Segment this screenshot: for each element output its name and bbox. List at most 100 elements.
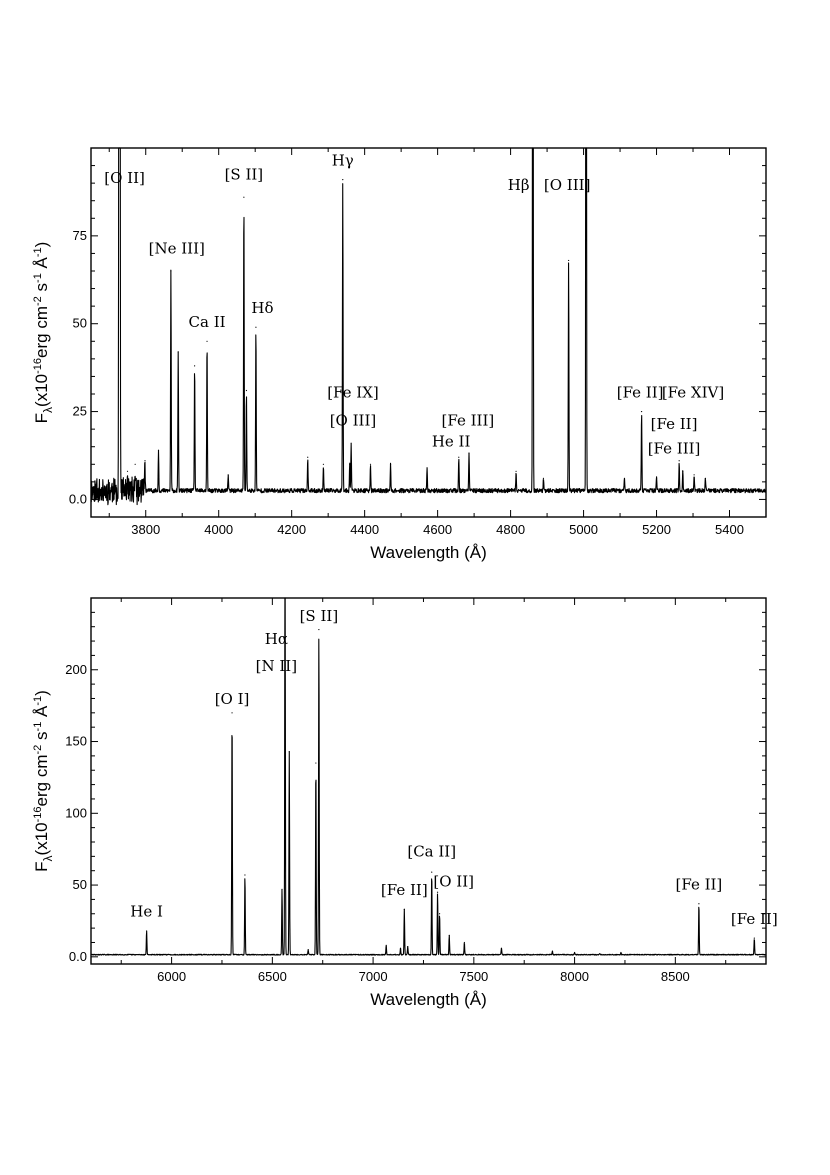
emission-line-peak [255,326,257,328]
line-annotation: [Fe II] [676,875,723,893]
emission-line-peak [599,953,601,955]
line-annotation: [N II] [256,657,297,675]
line-annotation: [O III] [330,412,377,430]
x-tick-label: 8500 [661,969,690,984]
emission-line-peak [385,944,387,946]
y-axis-title: Fλ(x10-16erg cm-2 s-1 Å-1) [32,690,55,872]
emission-line-peak [458,456,460,458]
x-tick-label: 6500 [258,969,287,984]
plot-frame [90,147,767,518]
y-tick-label: 50 [73,316,87,331]
emission-line-peak [403,908,405,911]
emission-line-peak [407,946,409,948]
emission-line-peak [693,474,695,476]
emission-line-peak [177,351,179,353]
emission-line-peak [426,467,428,469]
x-tick-label: 4600 [423,522,452,537]
line-annotation: [S II] [300,607,339,625]
x-tick-label: 5200 [642,522,671,537]
emission-line-peak [698,903,700,905]
line-annotation: [Fe III] [442,412,495,430]
emission-line-peak [640,410,643,413]
emission-line-peak [307,949,309,951]
line-annotation: He II [432,433,471,451]
y-tick-label: 50 [73,877,87,892]
emission-line-peak [448,934,450,936]
line-annotation: [S II] [225,166,264,184]
line-annotation: Hγ [332,152,354,170]
x-axis-title: Wavelength (Å) [370,543,487,562]
emission-line-peak [542,477,545,479]
emission-line-peak [318,628,320,631]
emission-line-peak [468,453,470,455]
line-annotation: Hα [265,630,288,648]
emission-line-peak [231,712,233,714]
line-annotation: [Fe III] [648,440,701,458]
emission-line-peak [753,937,755,939]
spectrum-line [91,148,766,506]
emission-line-peak [342,179,344,181]
spectrum-line [91,598,766,956]
emission-line-peak [720,488,722,490]
emission-line-peak [515,470,517,472]
x-tick-label: 5000 [569,522,598,537]
emission-line-peak [170,270,172,272]
x-tick-label: 4000 [204,522,233,537]
y-tick-label: 0.0 [69,949,87,964]
emission-line-peak [704,477,707,479]
emission-line-peak [307,456,309,458]
x-axis-title: Wavelength (Å) [370,990,487,1009]
emission-line-peak [623,477,626,479]
y-axis-title: Fλ(x10-16erg cm-2 s-1 Å-1) [32,242,55,424]
x-tick-label: 5400 [715,522,744,537]
emission-line-peak [146,930,148,932]
line-annotation: [Fe XIV] [662,384,724,402]
emission-line-peak [682,470,684,472]
emission-line-peak [568,259,570,262]
line-annotation: [Ne III] [149,239,205,257]
emission-line-peak [322,463,325,465]
emission-line-peak [389,463,392,465]
emission-line-peak [463,941,465,944]
x-tick-label: 4800 [496,522,525,537]
emission-line-peak [288,750,290,753]
emission-line-peak [438,913,441,915]
line-annotation: [O I] [215,690,250,708]
emission-line-peak [573,951,576,954]
y-tick-label: 200 [65,662,87,677]
line-annotation: Hδ [251,299,273,317]
y-tick-label: 150 [65,734,87,749]
line-annotation: [O III] [544,176,591,194]
red-spectrum-panel: 6000 6500 7000 7500 8000 8500 0.0 50 100 150 200 Wa… [32,597,778,1009]
emission-line-peak [157,449,160,451]
emission-line-peak [134,463,136,465]
emission-line-peak [500,947,503,949]
emission-line-peak [281,888,283,890]
emission-line-peak [126,470,129,472]
emission-line-peak [655,477,658,479]
emission-line-peak [244,874,246,876]
line-annotation: [Fe II] [731,910,778,928]
emission-line-peak [243,196,245,198]
line-annotation: [Ca II] [407,842,456,860]
emission-line-peak [399,947,402,949]
emission-line-peak [436,891,439,893]
y-tick-label: 75 [73,228,87,243]
plot-frame [90,597,767,965]
emission-line-peak [431,871,433,873]
y-tick-label: 0.0 [69,491,87,506]
y-tick-label: 100 [65,805,87,820]
emission-line-peak [245,389,248,392]
emission-line-peak [227,474,229,476]
emission-line-peak [678,460,680,462]
emission-line-peak [206,340,208,342]
line-annotation: Hβ [508,176,530,194]
x-tick-label: 7500 [459,969,488,984]
line-annotation: [Fe II] [617,384,664,402]
x-tick-label: 4400 [350,522,379,537]
line-annotation: [O II] [433,872,474,890]
line-annotation: [Fe II] [381,881,428,899]
x-tick-label: 3800 [131,522,160,537]
line-annotation: Ca II [189,313,226,331]
